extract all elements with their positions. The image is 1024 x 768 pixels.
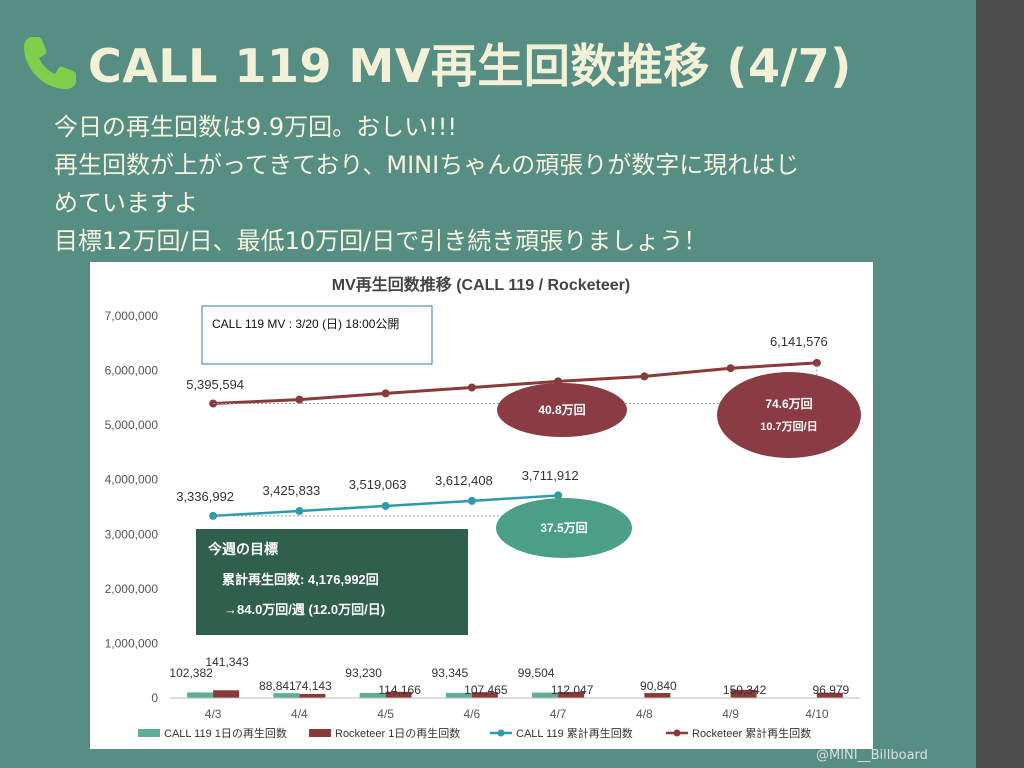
- ellipse-label: 10.7万回/日: [760, 419, 817, 433]
- legend-swatch: [497, 729, 505, 737]
- bar-label-rocketeer: 96,979: [813, 683, 850, 697]
- point-rocketeer: [381, 389, 390, 398]
- bar-label-rocketeer: 107,465: [464, 683, 508, 697]
- x-tick-label: 4/7: [550, 707, 567, 721]
- body-line-1: 今日の再生回数は9.9万回。おしい!!!: [54, 113, 458, 141]
- bar-rocketeer: [213, 690, 240, 698]
- x-tick-label: 4/9: [722, 707, 739, 721]
- point-rocketeer: [295, 395, 304, 404]
- point-call119: [381, 501, 390, 510]
- bar-call119: [532, 692, 559, 698]
- legend-swatch: [309, 729, 331, 737]
- release-note-box: [201, 305, 433, 365]
- bar-label-call119: 88,841: [259, 679, 296, 693]
- slide-title: CALL 119 MV再生回数推移 (4/7): [88, 39, 852, 93]
- title-row: CALL 119 MV再生回数推移 (4/7): [18, 28, 852, 98]
- y-tick-label: 7,000,000: [105, 309, 159, 323]
- chart: MV再生回数推移 (CALL 119 / Rocketeer) 0 1,000,0…: [105, 275, 861, 740]
- y-tick-label: 0: [151, 691, 158, 705]
- bar-rocketeer: [816, 692, 843, 698]
- point-rocketeer: [467, 383, 476, 392]
- legend-label: Rocketeer 累計再生回数: [692, 726, 811, 740]
- x-tick-label: 4/6: [464, 707, 481, 721]
- ellipse-label: 40.8万回: [538, 403, 585, 417]
- release-note-text: CALL 119 MV : 3/20 (日) 18:00公開: [212, 317, 399, 331]
- line-label-call119: 3,711,912: [522, 468, 579, 483]
- bar-rocketeer: [471, 692, 498, 698]
- x-tick-label: 4/4: [291, 707, 308, 721]
- line-label-call119: 3,336,992: [176, 489, 234, 504]
- legend-swatch: [673, 729, 681, 737]
- bar-call119: [445, 692, 472, 698]
- bar-rocketeer: [299, 693, 326, 698]
- goal-box: [196, 529, 468, 635]
- ellipse-label: 74.6万回: [765, 397, 812, 411]
- x-tick-label: 4/10: [805, 707, 829, 721]
- point-rocketeer: [640, 372, 649, 381]
- ellipse-label: 37.5万回: [540, 521, 587, 535]
- credit-label: @MINI__Billboard: [816, 748, 928, 763]
- bar-rocketeer: [558, 691, 585, 698]
- ellipse-rocketeer-mid: [497, 383, 627, 437]
- goal-line: 累計再生回数: 4,176,992回: [222, 572, 379, 587]
- bar-call119: [359, 692, 386, 698]
- legend-label: Rocketeer 1日の再生回数: [335, 726, 460, 740]
- y-tick-label: 6,000,000: [105, 364, 159, 378]
- y-tick-label: 5,000,000: [105, 418, 159, 432]
- bar-rocketeer: [730, 689, 757, 698]
- body-line-4: 目標12万回/日、最低10万回/日で引き続き頑張りましょう！: [54, 227, 708, 255]
- legend-swatch: [138, 729, 160, 737]
- line-label-rocketeer: 6,141,576: [770, 334, 828, 349]
- x-tick-label: 4/5: [377, 707, 394, 721]
- point-rocketeer: [726, 364, 735, 373]
- bar-label-rocketeer: 114,166: [378, 683, 421, 697]
- body-line-3: めていますよ: [54, 189, 198, 217]
- bar-label-rocketeer: 74,143: [295, 679, 332, 693]
- ellipse-rocketeer-end: [717, 372, 861, 458]
- bar-call119: [187, 692, 214, 698]
- bar-label-call119: 93,230: [345, 666, 382, 680]
- x-tick-label: 4/3: [205, 707, 222, 721]
- line-label-rocketeer: 5,395,594: [186, 377, 244, 392]
- side-bar: [976, 0, 1024, 768]
- phone-icon: [24, 37, 76, 89]
- bar-label-rocketeer: 112,047: [551, 683, 594, 697]
- legend-label: CALL 119 1日の再生回数: [164, 726, 287, 740]
- bar-label-rocketeer: 141,343: [205, 655, 249, 669]
- chart-box: MV再生回数推移 (CALL 119 / Rocketeer) 0 1,000,0…: [90, 262, 873, 749]
- y-tick-label: 3,000,000: [105, 527, 159, 541]
- line-label-call119: 3,425,833: [262, 483, 320, 498]
- chart-title: MV再生回数推移 (CALL 119 / Rocketeer): [332, 275, 630, 294]
- y-tick-label: 4,000,000: [105, 473, 159, 487]
- bar-rocketeer: [385, 691, 412, 698]
- goal-line: →84.0万回/週 (12.0万回/日): [224, 602, 385, 617]
- bar-label-call119: 102,382: [169, 666, 213, 680]
- y-tick-label: 1,000,000: [105, 636, 159, 650]
- legend-label: CALL 119 累計再生回数: [516, 726, 633, 740]
- bar-label-rocketeer: 150,342: [723, 683, 767, 697]
- bar-label-call119: 93,345: [432, 666, 469, 680]
- point-call119: [467, 496, 476, 505]
- line-rocketeer-cumulative: [213, 361, 817, 406]
- ellipse-call119: [496, 498, 632, 558]
- bar-call119: [273, 693, 300, 698]
- bar-rocketeer: [644, 693, 671, 698]
- y-tick-label: 2,000,000: [105, 582, 159, 596]
- goal-title: 今週の目標: [207, 541, 278, 557]
- bar-label-call119: 99,504: [518, 666, 555, 680]
- point-call119: [295, 507, 304, 516]
- line-label-call119: 3,519,063: [349, 477, 407, 492]
- body-line-2: 再生回数が上がってきており、MINIちゃんの頑張りが数字に現れはじ: [54, 151, 800, 179]
- x-tick-label: 4/8: [636, 707, 653, 721]
- line-label-call119: 3,612,408: [435, 473, 493, 488]
- body-text: 今日の再生回数は9.9万回。おしい!!! 再生回数が上がってきており、MINIち…: [54, 108, 954, 260]
- bar-label-rocketeer: 90,840: [640, 679, 677, 693]
